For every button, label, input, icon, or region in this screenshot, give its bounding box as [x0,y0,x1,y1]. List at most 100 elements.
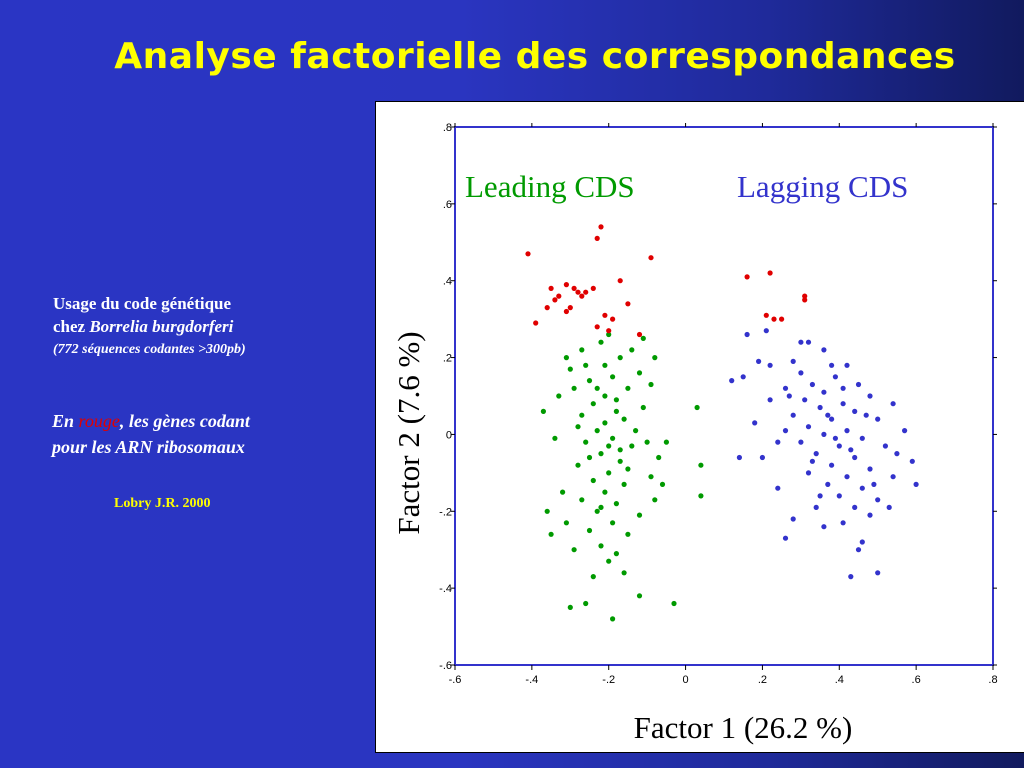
data-point [590,285,596,291]
data-point [729,378,735,384]
ribosomal-suffix: , les gènes codant [119,411,250,431]
study-description: Usage du code génétique chez Borrelia bu… [53,292,353,361]
y-tick-label: .8 [443,122,452,134]
data-point [840,385,846,391]
data-point [544,305,550,311]
data-point [640,335,646,341]
data-point [602,312,608,318]
data-point [590,574,596,580]
data-point [909,458,915,464]
y-tick-label: .4 [443,276,452,288]
data-point [636,331,643,338]
data-point [544,508,550,514]
data-point [563,355,569,361]
data-point [583,600,589,607]
data-points [525,224,919,622]
data-point [902,428,908,434]
data-point [821,524,827,530]
data-point [610,616,616,622]
data-point [563,282,569,288]
data-point [610,435,616,441]
x-tick-labels: -.6 -.4 -.2 0 .2 .4 .6 .8 [449,674,998,686]
data-point [563,520,569,526]
data-point [533,320,539,326]
credit-line: Lobry J.R. 2000 [114,496,211,511]
data-point [571,547,577,553]
data-point [598,224,604,230]
data-point [844,428,850,434]
data-point [610,316,616,322]
data-point [875,497,881,503]
x-tick-label: -.4 [525,674,538,686]
data-point [556,393,562,399]
data-point [817,404,823,411]
data-point [798,370,804,376]
chart-panel: -.6 -.4 -.2 0 .2 .4 .6 .8 -.6 -.4 -.2 0 .2 .4 .6 .8 Le… [375,101,1024,753]
x-tick-label: -.6 [449,674,462,686]
data-point [859,485,865,491]
x-tick-label: .2 [758,674,767,686]
data-point [744,274,750,280]
data-point [567,604,573,610]
data-point [606,331,612,338]
lagging-cds-label: Lagging CDS [737,169,908,204]
data-point [556,293,562,299]
y-tick-labels: -.6 -.4 -.2 0 .2 .4 .6 .8 [439,122,452,672]
data-point [867,466,873,472]
data-point [836,443,842,449]
data-point [586,378,593,384]
data-point [575,289,581,295]
data-point [740,374,746,380]
data-point [779,316,785,322]
slide-title: Analyse factorielle des correspondances [114,36,956,77]
data-point [663,439,669,445]
data-point [648,255,654,261]
data-point [763,312,769,318]
data-point [594,385,600,391]
data-point [736,454,742,461]
data-point [752,420,758,426]
data-point [782,428,789,434]
axis-ticks [451,123,997,670]
data-point [817,493,823,499]
data-point [894,451,900,457]
data-point [913,481,919,487]
data-point [625,531,631,537]
data-point [744,331,750,338]
data-point [629,443,635,449]
note-line-2: chez Borrelia burgdorferi [53,315,353,338]
data-point [813,504,819,510]
data-point [698,493,704,499]
data-point [829,416,835,422]
x-tick-label: 0 [683,674,689,686]
data-point [809,381,815,388]
data-point [852,504,858,510]
data-point [579,497,585,503]
data-point [840,401,846,407]
x-axis-label: Factor 1 (26.2 %) [634,710,853,745]
data-point [590,401,596,407]
x-tick-label: .6 [912,674,921,686]
data-point [790,412,796,418]
data-point [652,497,658,503]
data-point [610,520,616,526]
data-point [767,397,773,403]
data-point [855,381,862,388]
data-point [821,431,827,437]
data-point [790,516,796,522]
data-point [598,451,604,457]
data-point [844,474,850,480]
y-axis-label: Factor 2 (7.6 %) [391,331,426,534]
data-point [617,447,623,453]
data-point [844,362,850,368]
data-point [579,293,585,299]
ribosomal-note: En rouge, les gènes codant pour les ARN … [52,408,362,460]
data-point [832,374,838,380]
data-point [767,270,773,276]
data-point [805,424,812,430]
data-point [625,385,631,391]
data-point [644,439,650,445]
data-point [579,412,585,418]
data-point [613,501,619,507]
data-point [602,420,608,426]
